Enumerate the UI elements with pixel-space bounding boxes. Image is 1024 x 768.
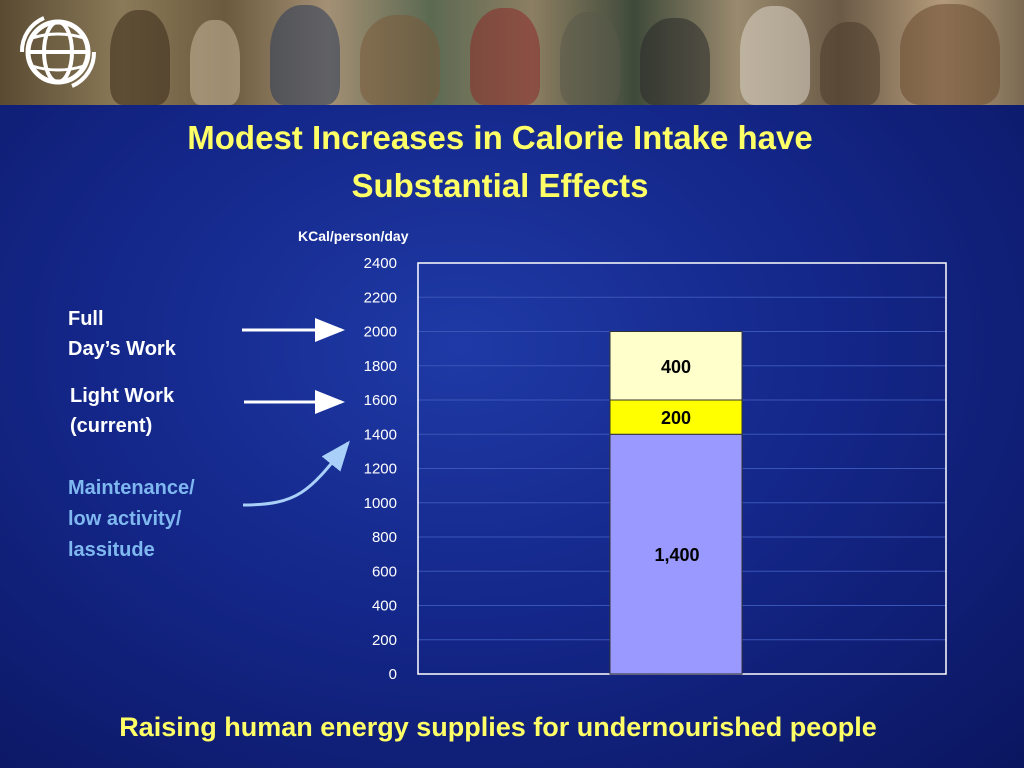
- photo-banner: [0, 0, 1024, 105]
- y-tick-label: 2000: [364, 324, 397, 341]
- y-tick-label: 0: [389, 666, 397, 683]
- bar-segment: [609, 331, 743, 401]
- data-label: 400: [661, 357, 691, 377]
- full-days-work-label: Full Day’s Work: [68, 308, 176, 360]
- light-work-label: Light Work (current): [70, 385, 175, 437]
- globe-logo-icon: [14, 8, 102, 96]
- y-tick-label: 200: [372, 632, 397, 649]
- y-tick-label: 600: [372, 563, 397, 580]
- y-tick-label: 2400: [364, 255, 397, 272]
- y-axis-label: KCal/person/day: [298, 228, 409, 244]
- y-tick-label: 400: [372, 598, 397, 615]
- data-label: 1,400: [654, 545, 699, 565]
- y-tick-label: 1400: [364, 426, 397, 443]
- y-tick-label: 1600: [364, 392, 397, 409]
- maintenance-label: Maintenance/ low activity/ lassitude: [68, 477, 195, 561]
- data-label: 200: [661, 408, 691, 428]
- slide-title: Modest Increases in Calorie Intake have …: [0, 114, 1000, 210]
- slide-subtitle: Raising human energy supplies for undern…: [119, 712, 877, 742]
- bar-segment: [609, 399, 743, 435]
- y-tick-label: 800: [372, 529, 397, 546]
- y-tick-label: 1800: [364, 358, 397, 375]
- y-tick-label: 2200: [364, 289, 397, 306]
- slide-title-line1: Modest Increases in Calorie Intake have: [187, 119, 813, 156]
- y-tick-label: 1200: [364, 461, 397, 478]
- y-tick-label: 1000: [364, 495, 397, 512]
- maintenance-arrow-icon: [242, 440, 350, 507]
- slide-title-line2: Substantial Effects: [351, 167, 649, 204]
- bar-segment: [609, 433, 743, 675]
